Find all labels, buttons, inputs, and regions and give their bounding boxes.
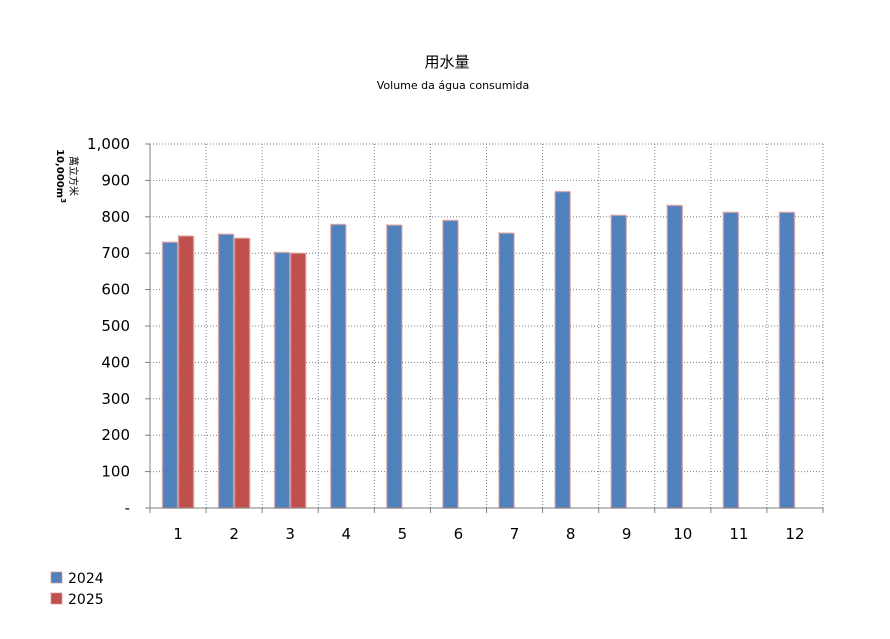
chart-subtitle: Volume da água consumida	[377, 79, 530, 92]
y-axis-label-unit-base: 10,000m	[54, 149, 65, 198]
x-tick-label: 7	[510, 525, 520, 543]
bar-2024-5	[386, 224, 403, 509]
y-tick-label: 800	[101, 208, 130, 226]
y-axis-label-chinese: 萬立方米	[67, 156, 80, 196]
bar-2024-1	[161, 241, 179, 509]
bar-2024-8	[554, 190, 571, 509]
y-tick-label: 200	[101, 426, 130, 444]
y-axis-label-unit: 10,000m3	[54, 149, 67, 203]
y-tick-label: 300	[101, 390, 130, 408]
bar-2024-9	[610, 214, 627, 509]
bars	[161, 190, 796, 509]
y-tick-label: -	[125, 499, 130, 517]
bar-2025-1	[177, 235, 195, 509]
x-tick-label: 12	[785, 525, 804, 543]
x-tick-label: 4	[342, 525, 352, 543]
legend-label-2025: 2025	[68, 592, 104, 608]
x-tick-label: 6	[454, 525, 464, 543]
chart-title: 用水量	[424, 53, 469, 71]
bar-2024-2	[217, 233, 235, 509]
y-tick-label: 500	[101, 317, 130, 335]
legend: 2024 2025	[50, 571, 104, 608]
axes	[145, 143, 824, 513]
legend-swatch-2025	[50, 592, 63, 605]
x-tick-label: 1	[173, 525, 183, 543]
y-axis-label: 萬立方米 10,000m3	[54, 149, 80, 203]
y-tick-label: 400	[101, 353, 130, 371]
bar-2024-4	[330, 223, 347, 509]
y-tick-label: 1,000	[87, 135, 130, 153]
x-tick-label: 10	[673, 525, 692, 543]
bar-2025-2	[233, 237, 251, 509]
x-tick-label: 9	[622, 525, 632, 543]
x-tick-label: 3	[285, 525, 295, 543]
bar-2024-6	[442, 219, 459, 509]
y-tick-labels: - 100 200 300 400 500 600 700 800 900 1,000	[87, 135, 130, 517]
x-tick-label: 11	[729, 525, 748, 543]
bar-2024-7	[498, 232, 515, 509]
x-tick-labels: 1 2 3 4 5 6 7 8 9 10 11 12	[173, 525, 804, 543]
y-axis-label-unit-sup: 3	[59, 198, 67, 203]
bar-2024-3	[273, 251, 291, 509]
x-tick-label: 2	[229, 525, 239, 543]
y-tick-label: 700	[101, 244, 130, 262]
bar-2024-12	[778, 211, 796, 509]
y-tick-label: 600	[101, 281, 130, 299]
bar-2024-10	[666, 204, 684, 509]
bar-2024-11	[722, 211, 740, 509]
legend-swatch-2024	[50, 571, 63, 584]
y-tick-label: 100	[101, 463, 130, 481]
plot-area	[150, 143, 824, 508]
legend-label-2024: 2024	[68, 571, 104, 587]
x-tick-label: 8	[566, 525, 576, 543]
y-tick-label: 900	[101, 171, 130, 189]
x-tick-label: 5	[398, 525, 408, 543]
bar-2025-3	[289, 252, 307, 509]
